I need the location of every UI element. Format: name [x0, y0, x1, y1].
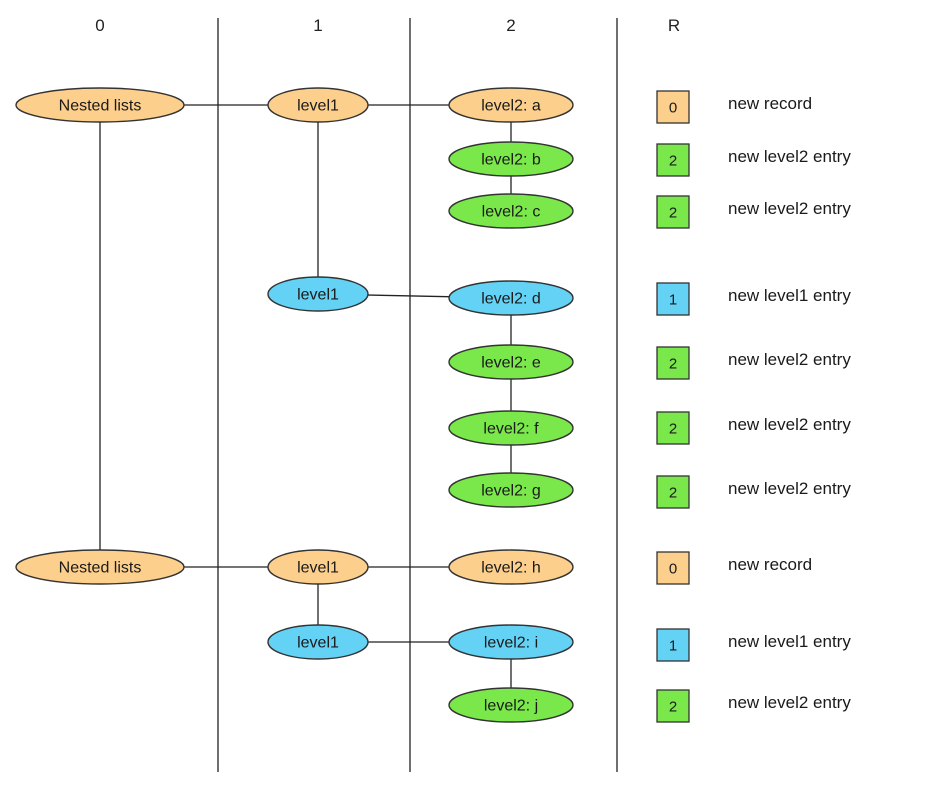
node-ellipse — [267, 87, 369, 123]
r-row: 0 new record — [656, 551, 812, 585]
node-level1-d: level1 — [267, 624, 369, 660]
node-label: level1 — [297, 98, 339, 115]
node-level2-g: level2: g — [448, 472, 574, 508]
node-ellipse — [267, 549, 369, 585]
tree-edges — [99, 104, 512, 705]
node-label: level2: g — [481, 483, 541, 500]
r-value: 2 — [669, 421, 677, 438]
node-ellipse — [448, 193, 574, 229]
r-row: 1 new level1 entry — [656, 282, 851, 316]
repetition-levels: 0 new record 2 new level2 entry 2 new le… — [656, 90, 851, 723]
tree-nodes: Nested lists Nested lists level1 level1 … — [15, 87, 574, 723]
node-label: level2: a — [481, 98, 541, 115]
node-ellipse — [448, 410, 574, 446]
node-level1-a: level1 — [267, 87, 369, 123]
node-level2-a: level2: a — [448, 87, 574, 123]
r-description: new level2 entry — [728, 479, 851, 498]
node-ellipse — [448, 687, 574, 723]
node-ellipse — [448, 472, 574, 508]
r-value-box — [656, 411, 690, 445]
r-value: 1 — [669, 638, 677, 655]
node-label: level2: i — [484, 635, 538, 652]
node-label: level2: b — [481, 152, 541, 169]
node-level2-d: level2: d — [448, 280, 574, 316]
node-label: level1 — [297, 287, 339, 304]
r-description: new level1 entry — [728, 632, 851, 651]
column-headers: 0 1 2 R — [95, 16, 680, 35]
r-value-box — [656, 689, 690, 723]
r-value: 1 — [669, 292, 677, 309]
r-description: new level1 entry — [728, 286, 851, 305]
column-header-0: 0 — [95, 16, 104, 35]
r-row: 2 new level2 entry — [656, 689, 851, 723]
node-ellipse — [448, 624, 574, 660]
node-level2-c: level2: c — [448, 193, 574, 229]
column-header-1: 1 — [313, 16, 322, 35]
node-level2-b: level2: b — [448, 141, 574, 177]
r-value-box — [656, 90, 690, 124]
node-label: level2: e — [481, 355, 541, 372]
node-label: level2: c — [482, 204, 541, 221]
node-level2-e: level2: e — [448, 344, 574, 380]
node-ellipse — [448, 280, 574, 316]
node-ellipse — [267, 276, 369, 312]
node-label: level2: d — [481, 291, 541, 308]
node-ellipse — [448, 344, 574, 380]
node-label: Nested lists — [59, 560, 142, 577]
node-label: level2: j — [484, 698, 538, 715]
r-row: 2 new level2 entry — [656, 346, 851, 380]
node-ellipse — [15, 549, 185, 585]
r-value: 2 — [669, 699, 677, 716]
node-level2-f: level2: f — [448, 410, 574, 446]
r-value-box — [656, 346, 690, 380]
node-level2-j: level2: j — [448, 687, 574, 723]
r-value-box — [656, 475, 690, 509]
r-description: new record — [728, 555, 812, 574]
r-value-box — [656, 195, 690, 229]
node-label: level1 — [297, 635, 339, 652]
column-header-r: R — [668, 16, 680, 35]
r-value-box — [656, 143, 690, 177]
r-row: 2 new level2 entry — [656, 411, 851, 445]
r-value: 0 — [669, 561, 677, 578]
r-value: 0 — [669, 100, 677, 117]
node-label: Nested lists — [59, 98, 142, 115]
node-level1-c: level1 — [267, 549, 369, 585]
node-ellipse — [448, 549, 574, 585]
r-row: 2 new level2 entry — [656, 475, 851, 509]
r-value: 2 — [669, 205, 677, 222]
column-dividers — [217, 18, 618, 772]
r-row: 1 new level1 entry — [656, 628, 851, 662]
r-value: 2 — [669, 485, 677, 502]
r-value-box — [656, 282, 690, 316]
r-description: new level2 entry — [728, 350, 851, 369]
r-description: new level2 entry — [728, 415, 851, 434]
r-row: 2 new level2 entry — [656, 143, 851, 177]
node-level2-i: level2: i — [448, 624, 574, 660]
r-value-box — [656, 628, 690, 662]
node-root-1: Nested lists — [15, 87, 185, 123]
node-level2-h: level2: h — [448, 549, 574, 585]
r-row: 2 new level2 entry — [656, 195, 851, 229]
r-value: 2 — [669, 153, 677, 170]
node-ellipse — [267, 624, 369, 660]
node-ellipse — [15, 87, 185, 123]
column-header-2: 2 — [506, 16, 515, 35]
node-label: level1 — [297, 560, 339, 577]
node-label: level2: h — [481, 560, 541, 577]
node-ellipse — [448, 141, 574, 177]
r-description: new level2 entry — [728, 147, 851, 166]
r-row: 0 new record — [656, 90, 812, 124]
r-description: new level2 entry — [728, 199, 851, 218]
node-level1-b: level1 — [267, 276, 369, 312]
r-value-box — [656, 551, 690, 585]
r-description: new level2 entry — [728, 693, 851, 712]
node-root-2: Nested lists — [15, 549, 185, 585]
node-label: level2: f — [483, 421, 539, 438]
node-ellipse — [448, 87, 574, 123]
r-description: new record — [728, 94, 812, 113]
r-value: 2 — [669, 356, 677, 373]
